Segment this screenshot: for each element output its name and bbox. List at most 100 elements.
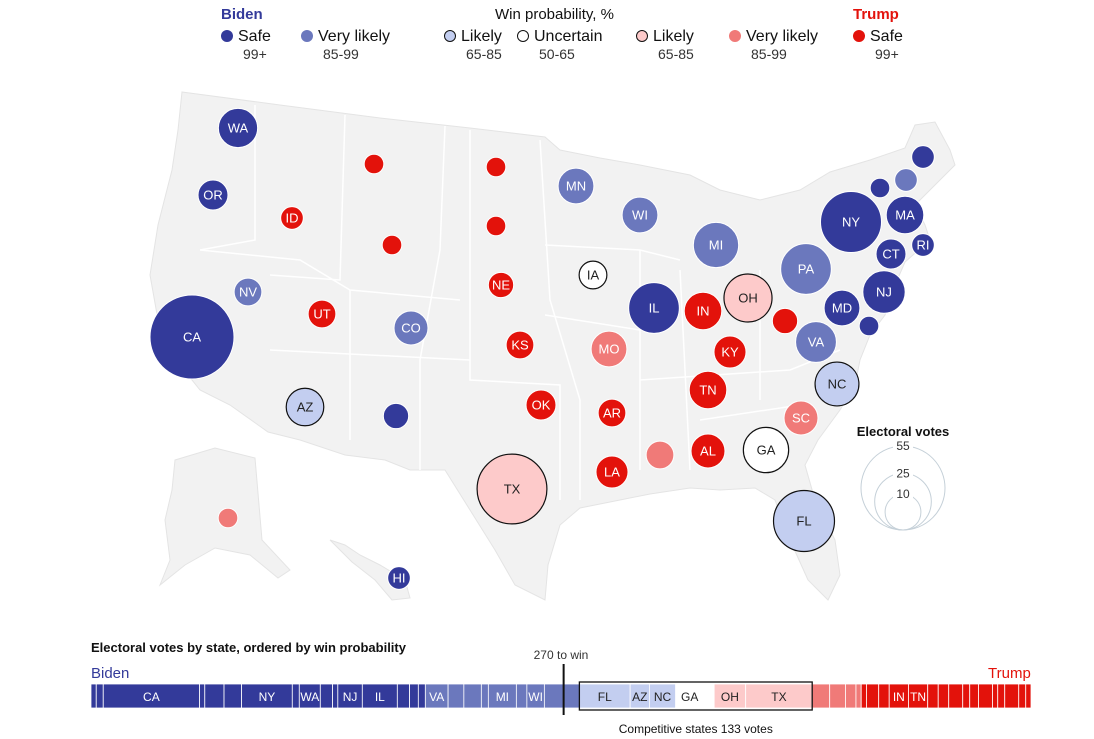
- bar-segment-ga[interactable]: GA: [675, 683, 705, 709]
- bar-segment-tx[interactable]: TX: [745, 683, 813, 709]
- state-marker-ri[interactable]: RI: [911, 233, 935, 257]
- bar-segment[interactable]: [396, 683, 410, 709]
- state-marker-nh[interactable]: [894, 168, 918, 192]
- bar-segment[interactable]: [948, 683, 964, 709]
- bar-segment[interactable]: [409, 683, 419, 709]
- bar-segment[interactable]: [463, 683, 482, 709]
- bar-segment-tn[interactable]: TN: [908, 683, 929, 709]
- state-marker-mi[interactable]: MI: [692, 221, 740, 269]
- state-marker-tx[interactable]: TX: [476, 453, 548, 525]
- bar-segment-ny[interactable]: NY: [241, 683, 293, 709]
- state-marker-mn[interactable]: MN: [557, 167, 595, 205]
- state-marker-sc[interactable]: SC: [783, 400, 819, 436]
- bar-segment[interactable]: [1004, 683, 1020, 709]
- state-marker-me[interactable]: [911, 145, 935, 169]
- state-marker-il[interactable]: IL: [628, 282, 680, 334]
- bar-segment-il[interactable]: IL: [361, 683, 398, 709]
- bar-segment[interactable]: [223, 683, 242, 709]
- state-marker-ne[interactable]: NE: [487, 271, 515, 299]
- bar-segment[interactable]: [204, 683, 225, 709]
- state-marker-de[interactable]: [858, 315, 880, 337]
- bar-segment-oh[interactable]: OH: [713, 683, 747, 709]
- state-marker-ca[interactable]: CA: [149, 294, 235, 380]
- state-marker-ky[interactable]: KY: [713, 335, 747, 369]
- bar-segment[interactable]: [927, 683, 939, 709]
- bar-segment[interactable]: [962, 683, 971, 709]
- state-marker-va[interactable]: VA: [795, 321, 837, 363]
- state-marker-pa[interactable]: PA: [780, 243, 832, 295]
- state-marker-mo[interactable]: MO: [590, 330, 628, 368]
- bar-segment[interactable]: [811, 683, 831, 709]
- bar-segment-in[interactable]: IN: [888, 683, 909, 709]
- state-marker-la[interactable]: LA: [595, 455, 629, 489]
- bar-segment[interactable]: [90, 683, 97, 709]
- bar-segment-nc[interactable]: NC: [648, 683, 677, 709]
- state-marker-or[interactable]: OR: [197, 179, 229, 211]
- bar-segment[interactable]: [969, 683, 979, 709]
- bar-segment[interactable]: [845, 683, 857, 709]
- state-marker-ga[interactable]: GA: [742, 426, 790, 474]
- state-marker-az[interactable]: AZ: [285, 387, 325, 427]
- state-marker-ak[interactable]: [217, 507, 239, 529]
- bar-segment[interactable]: [978, 683, 993, 709]
- bar-segment[interactable]: [1025, 683, 1032, 709]
- bar-segment[interactable]: [703, 683, 715, 709]
- state-marker-ct[interactable]: CT: [875, 238, 907, 270]
- state-marker-id[interactable]: ID: [280, 206, 304, 230]
- state-marker-wa[interactable]: WA: [217, 107, 259, 149]
- state-marker-nd[interactable]: [485, 156, 507, 178]
- bar-segment[interactable]: [992, 683, 999, 709]
- bar-segment-fl[interactable]: FL: [578, 683, 631, 709]
- bar-segment[interactable]: [417, 683, 426, 709]
- bar-segment[interactable]: [543, 683, 580, 709]
- bar-segment[interactable]: [95, 683, 104, 709]
- state-marker-mt[interactable]: [363, 153, 385, 175]
- state-marker-in[interactable]: IN: [683, 291, 723, 331]
- state-marker-nm[interactable]: [382, 402, 410, 430]
- state-marker-ar[interactable]: AR: [597, 398, 627, 428]
- bar-segment[interactable]: [997, 683, 1006, 709]
- bar-segment-mi[interactable]: MI: [487, 683, 517, 709]
- bar-segment[interactable]: [829, 683, 846, 709]
- state-marker-co[interactable]: CO: [393, 310, 429, 346]
- bar-segment[interactable]: [860, 683, 867, 709]
- bar-segment[interactable]: [855, 683, 862, 709]
- bar-segment[interactable]: [937, 683, 950, 709]
- state-marker-wi[interactable]: WI: [621, 196, 659, 234]
- state-marker-wy[interactable]: [381, 234, 403, 256]
- bar-segment-nj[interactable]: NJ: [337, 683, 363, 709]
- state-marker-ks[interactable]: KS: [505, 330, 535, 360]
- state-marker-nj[interactable]: NJ: [862, 270, 906, 314]
- state-marker-hi[interactable]: HI: [387, 566, 411, 590]
- state-marker-vt[interactable]: [869, 177, 891, 199]
- bar-segment-wa[interactable]: WA: [298, 683, 321, 709]
- state-marker-ok[interactable]: OK: [525, 389, 557, 421]
- bar-segment[interactable]: [515, 683, 528, 709]
- bar-segment-ca[interactable]: CA: [102, 683, 200, 709]
- state-marker-ms[interactable]: [645, 440, 675, 470]
- bar-segment-az[interactable]: AZ: [629, 683, 650, 709]
- state-marker-sd[interactable]: [485, 215, 507, 237]
- bar-segment[interactable]: [878, 683, 890, 709]
- state-marker-ia[interactable]: IA: [578, 260, 608, 290]
- bar-segment[interactable]: [447, 683, 465, 709]
- state-marker-nv[interactable]: NV: [233, 277, 263, 307]
- state-marker-ma[interactable]: MA: [885, 195, 925, 235]
- state-marker-ut[interactable]: UT: [307, 299, 337, 329]
- state-marker-oh[interactable]: OH: [723, 273, 773, 323]
- bar-segment[interactable]: [291, 683, 300, 709]
- state-marker-tn[interactable]: TN: [688, 370, 728, 410]
- state-marker-wv[interactable]: [771, 307, 799, 335]
- bar-segment[interactable]: [1018, 683, 1027, 709]
- bar-segment-va[interactable]: VA: [424, 683, 449, 709]
- state-marker-fl[interactable]: FL: [772, 489, 836, 553]
- bar-segment[interactable]: [199, 683, 206, 709]
- bar-segment[interactable]: [866, 683, 880, 709]
- state-marker-nc[interactable]: NC: [814, 361, 860, 407]
- state-marker-md[interactable]: MD: [823, 289, 861, 327]
- state-marker-al[interactable]: AL: [690, 433, 726, 469]
- bar-segment-wi[interactable]: WI: [526, 683, 545, 709]
- bar-segment[interactable]: [319, 683, 333, 709]
- state-marker-ny[interactable]: NY: [820, 191, 882, 253]
- bar-segment[interactable]: [480, 683, 489, 709]
